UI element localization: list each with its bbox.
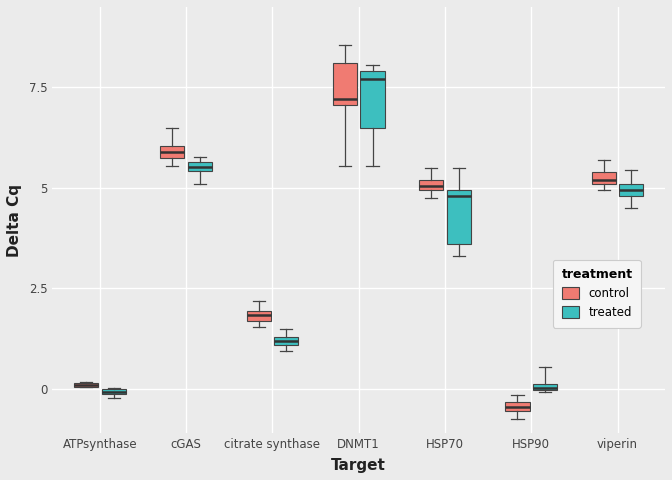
PathPatch shape xyxy=(533,384,557,390)
PathPatch shape xyxy=(333,63,357,106)
PathPatch shape xyxy=(247,311,271,321)
PathPatch shape xyxy=(160,146,184,158)
PathPatch shape xyxy=(505,402,530,411)
X-axis label: Target: Target xyxy=(331,458,386,473)
Y-axis label: Delta Cq: Delta Cq xyxy=(7,183,22,257)
PathPatch shape xyxy=(592,172,616,184)
PathPatch shape xyxy=(419,180,444,190)
PathPatch shape xyxy=(447,190,471,244)
PathPatch shape xyxy=(274,337,298,345)
Legend: control, treated: control, treated xyxy=(553,260,641,327)
PathPatch shape xyxy=(101,389,126,394)
PathPatch shape xyxy=(74,383,98,386)
PathPatch shape xyxy=(188,162,212,171)
PathPatch shape xyxy=(620,184,644,196)
PathPatch shape xyxy=(360,72,384,128)
